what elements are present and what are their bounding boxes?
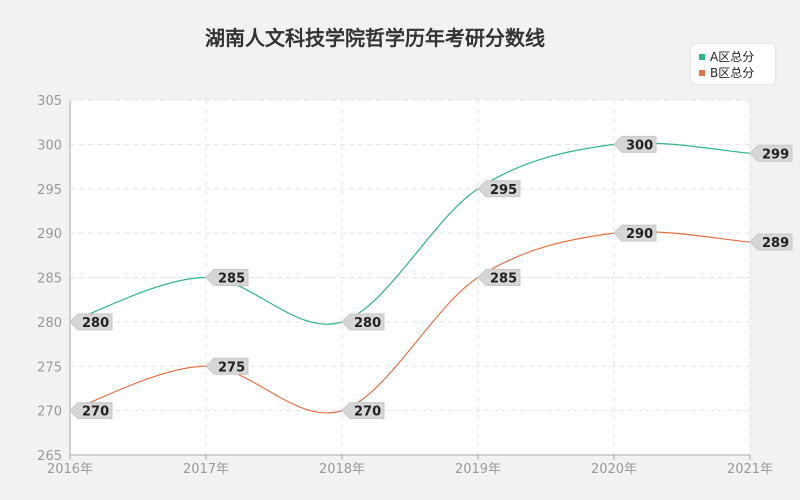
data-label: 300 bbox=[626, 138, 653, 153]
data-label-bg bbox=[749, 233, 793, 251]
legend-label-a: A区总分 bbox=[710, 50, 755, 64]
x-tick-label: 2019年 bbox=[455, 462, 501, 477]
data-label-bg bbox=[69, 313, 113, 331]
chart-title: 湖南人文科技学院哲学历年考研分数线 bbox=[205, 26, 545, 50]
data-label-bg bbox=[477, 269, 521, 286]
x-tick-label: 2021年 bbox=[727, 462, 773, 477]
data-label: 280 bbox=[82, 316, 109, 331]
y-tick-label: 295 bbox=[37, 183, 62, 198]
data-label-bg bbox=[477, 180, 521, 198]
data-label: 285 bbox=[218, 272, 245, 287]
legend-swatch-b bbox=[699, 69, 705, 76]
data-label-bg bbox=[341, 313, 385, 331]
legend: A区总分 B区总分 bbox=[691, 44, 775, 84]
y-tick-label: 280 bbox=[37, 316, 62, 331]
legend-item-a[interactable]: A区总分 bbox=[699, 49, 754, 65]
legend-item-b[interactable]: B区总分 bbox=[699, 65, 754, 81]
data-label: 270 bbox=[82, 405, 109, 420]
x-tick-label: 2016年 bbox=[47, 462, 93, 477]
data-label-bg bbox=[205, 357, 249, 375]
data-label: 270 bbox=[354, 405, 381, 420]
data-label-bg bbox=[205, 269, 249, 286]
data-label: 299 bbox=[762, 147, 789, 162]
plot-background bbox=[70, 100, 750, 455]
legend-label-b: B区总分 bbox=[710, 66, 755, 80]
y-tick-label: 285 bbox=[37, 272, 62, 287]
data-label: 285 bbox=[490, 272, 517, 287]
data-label-bg bbox=[613, 224, 657, 242]
y-tick-label: 290 bbox=[37, 227, 62, 242]
y-tick-label: 270 bbox=[37, 405, 62, 420]
legend-swatch-a bbox=[699, 53, 705, 60]
y-tick-label: 305 bbox=[37, 94, 62, 109]
data-label: 290 bbox=[626, 227, 653, 242]
x-tick-label: 2017年 bbox=[183, 462, 229, 477]
data-label: 295 bbox=[490, 183, 517, 198]
data-label-bg bbox=[613, 135, 657, 153]
data-label: 289 bbox=[762, 236, 789, 251]
y-tick-label: 265 bbox=[37, 449, 62, 464]
x-tick-label: 2020年 bbox=[591, 462, 637, 477]
data-label: 275 bbox=[218, 360, 245, 375]
y-tick-label: 275 bbox=[37, 360, 62, 375]
y-tick-label: 300 bbox=[37, 138, 62, 153]
data-label-bg bbox=[749, 144, 793, 162]
data-label-bg bbox=[69, 402, 113, 420]
data-label: 280 bbox=[354, 316, 381, 331]
data-label-bg bbox=[341, 402, 385, 420]
x-tick-label: 2018年 bbox=[319, 462, 365, 477]
